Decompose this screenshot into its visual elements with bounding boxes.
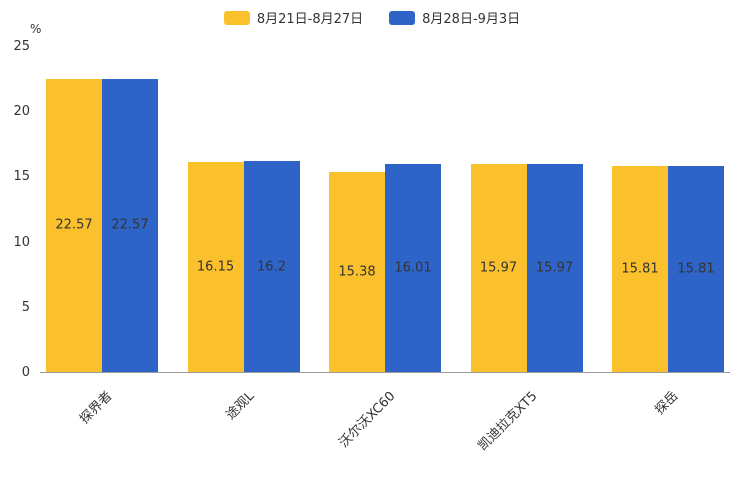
y-axis: 0 5 10 15 20 25 <box>0 40 34 380</box>
bar: 15.97 <box>526 164 583 372</box>
bar-value-label: 15.81 <box>621 261 659 277</box>
y-tick-label: 15 <box>13 169 30 185</box>
bar-group: 15.81 15.81 <box>612 47 724 372</box>
bar-value-label: 22.57 <box>111 217 149 233</box>
legend-swatch-series-2 <box>389 10 416 25</box>
bar-group: 22.57 22.57 <box>46 47 158 372</box>
bar-group: 15.38 16.01 <box>329 47 441 372</box>
bar: 16.01 <box>385 163 441 372</box>
legend-swatch-series-1 <box>223 10 250 25</box>
legend-label-series-2: 8月28日-9月3日 <box>422 12 521 27</box>
bar: 22.57 <box>102 78 158 372</box>
legend-item-series-1[interactable]: 8月21日-8月27日 <box>223 8 364 27</box>
legend-label-series-1: 8月21日-8月27日 <box>256 12 364 27</box>
bar-value-label: 15.97 <box>479 260 518 276</box>
bar: 15.97 <box>470 164 527 372</box>
legend: 8月21日-8月27日 8月28日-9月3日 <box>0 8 744 27</box>
y-axis-unit-label: % <box>30 22 42 36</box>
bar: 15.81 <box>668 166 724 372</box>
bar-value-label: 22.57 <box>55 217 93 233</box>
y-tick-label: 0 <box>21 365 30 380</box>
bar-value-label: 16.2 <box>257 259 286 275</box>
x-category-label: 凯迪拉克XT5 <box>475 388 541 454</box>
y-tick-label: 10 <box>13 234 30 250</box>
bar-value-label: 15.81 <box>677 261 715 277</box>
bar: 16.2 <box>243 161 300 372</box>
legend-item-series-2[interactable]: 8月28日-9月3日 <box>389 8 520 27</box>
bar-value-label: 15.97 <box>535 260 574 276</box>
bar-value-label: 16.15 <box>196 259 235 275</box>
y-tick-label: 25 <box>13 39 30 54</box>
bar-value-label: 15.38 <box>338 264 376 280</box>
x-category-label: 探界者 <box>77 388 116 428</box>
bar: 16.15 <box>187 162 244 372</box>
y-tick-label: 20 <box>13 104 30 120</box>
x-axis: 探界者 途观L 沃尔沃XC60 凯迪拉克XT5 探岳 <box>40 374 730 492</box>
bar-group: 15.97 15.97 <box>470 47 583 372</box>
x-category-label: 探岳 <box>652 388 682 418</box>
bar: 22.57 <box>46 78 102 372</box>
x-category-label: 途观L <box>223 388 258 423</box>
y-tick-label: 5 <box>21 299 30 315</box>
bar: 15.81 <box>612 166 668 372</box>
bar-value-label: 16.01 <box>394 260 432 276</box>
bar: 15.38 <box>329 172 385 372</box>
x-category-label: 沃尔沃XC60 <box>336 388 399 451</box>
plot-area: 22.57 22.57 16.15 16.2 15.38 16.01 15.97 15.97 1… <box>40 47 730 373</box>
bar-group: 16.15 16.2 <box>187 47 300 372</box>
